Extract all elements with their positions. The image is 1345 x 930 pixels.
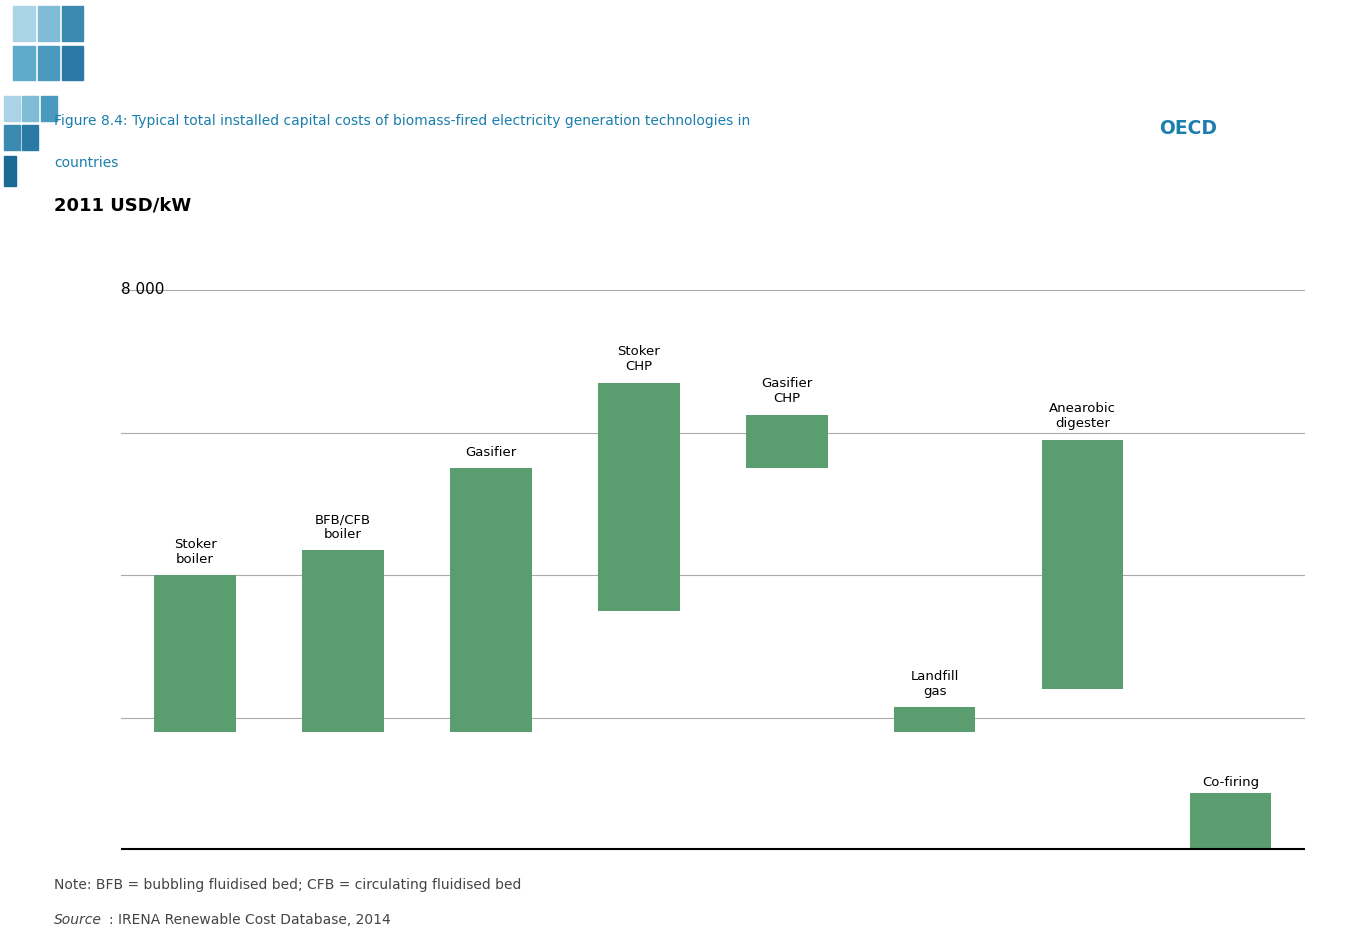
- Text: OECD: OECD: [1159, 119, 1217, 139]
- Text: 2011 USD/kW: 2011 USD/kW: [54, 196, 191, 214]
- Bar: [599, 382, 679, 611]
- Text: Stoker
CHP: Stoker CHP: [617, 345, 660, 373]
- Bar: [22, 96, 39, 121]
- Bar: [38, 46, 59, 80]
- Bar: [4, 156, 16, 186]
- Text: Co-firing: Co-firing: [1202, 776, 1259, 789]
- Text: BFB/CFB
boiler: BFB/CFB boiler: [315, 513, 371, 541]
- Bar: [451, 468, 531, 732]
- Bar: [4, 96, 20, 121]
- Text: Gasifier
CHP: Gasifier CHP: [761, 378, 812, 405]
- Bar: [62, 46, 83, 80]
- Text: RENEWABLE POWER GENERATION COSTS IN 2014: RENEWABLE POWER GENERATION COSTS IN 2014: [101, 37, 678, 58]
- Bar: [303, 551, 383, 732]
- Bar: [22, 126, 39, 151]
- Text: Stoker
boiler: Stoker boiler: [174, 538, 217, 566]
- Bar: [13, 46, 35, 80]
- Bar: [1042, 440, 1123, 689]
- Bar: [746, 415, 827, 468]
- Bar: [40, 96, 56, 121]
- Text: Source: Source: [54, 912, 102, 926]
- Bar: [155, 576, 235, 732]
- Text: Landfill
gas: Landfill gas: [911, 670, 959, 698]
- Bar: [4, 126, 20, 151]
- Text: 8 000: 8 000: [121, 283, 164, 298]
- Bar: [62, 7, 83, 41]
- Text: Gasifier: Gasifier: [465, 446, 516, 459]
- Bar: [894, 707, 975, 732]
- Bar: [13, 7, 35, 41]
- Bar: [38, 7, 59, 41]
- Text: : IRENA Renewable Cost Database, 2014: : IRENA Renewable Cost Database, 2014: [109, 912, 391, 926]
- Text: countries: countries: [54, 156, 118, 170]
- Text: Note: BFB = bubbling fluidised bed; CFB = circulating fluidised bed: Note: BFB = bubbling fluidised bed; CFB …: [54, 878, 521, 892]
- Text: Anearobic
digester: Anearobic digester: [1049, 403, 1116, 431]
- Text: Figure 8.4: Typical total installed capital costs of biomass-fired electricity g: Figure 8.4: Typical total installed capi…: [54, 114, 755, 128]
- Bar: [1190, 792, 1271, 848]
